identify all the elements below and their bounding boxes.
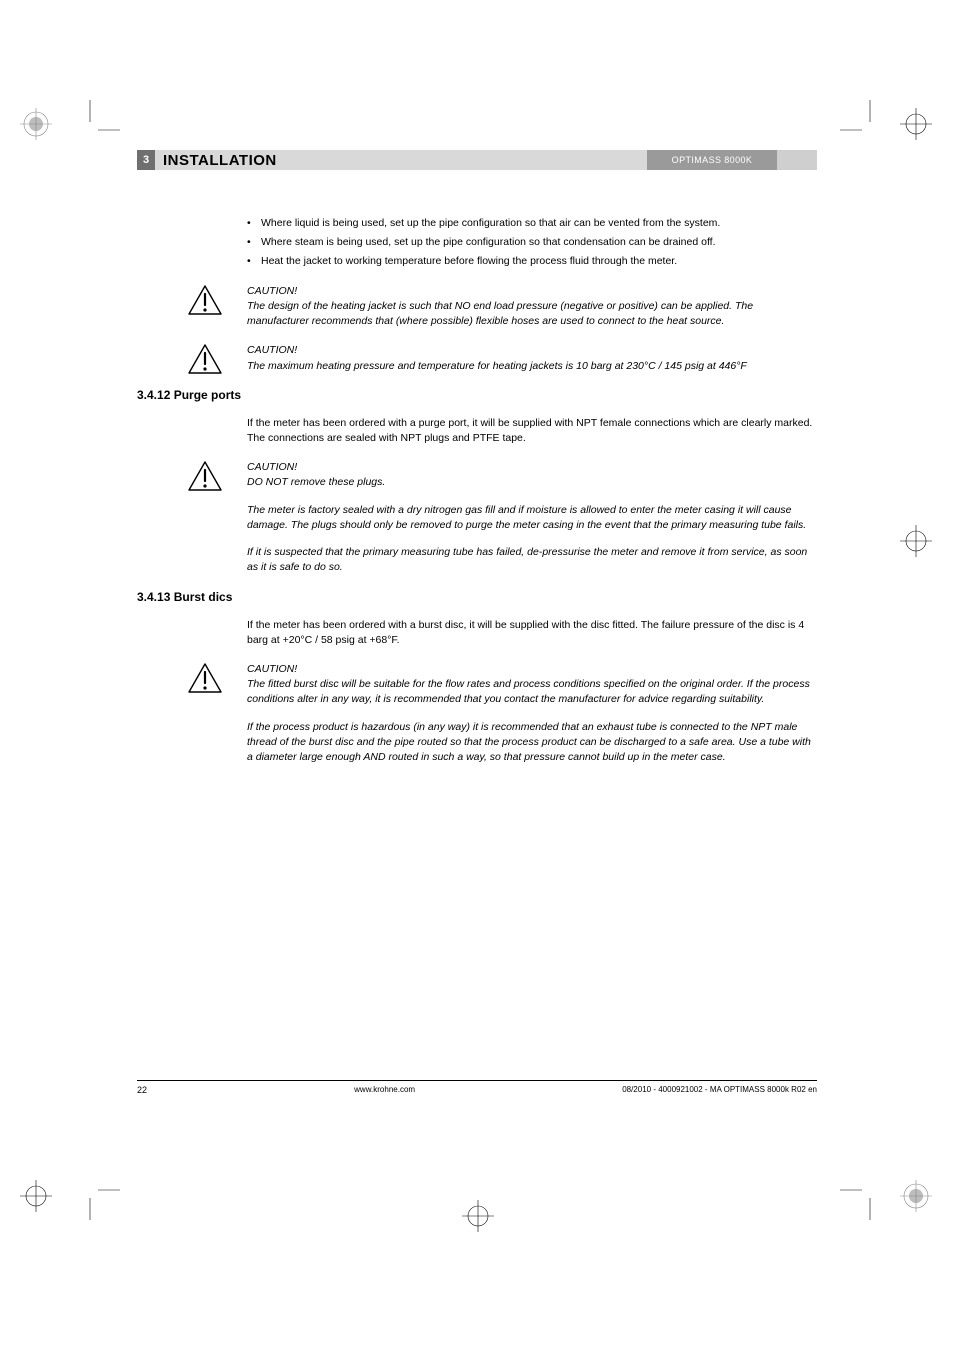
caution-heading: CAUTION! [247,460,817,475]
caution-icon [187,460,223,497]
page-footer: 22 www.krohne.com 08/2010 - 4000921002 -… [137,1080,817,1095]
body-paragraph: If the meter has been ordered with a bur… [247,618,817,648]
reg-target-bottom-left [20,1180,52,1217]
header-tail [777,150,817,170]
reg-target-top-right [900,108,932,145]
caution-block-4: CAUTION! The fitted burst disc will be s… [247,662,817,765]
bullet-item: Where liquid is being used, set up the p… [247,216,817,231]
crop-top-left [60,100,120,160]
footer-url: www.krohne.com [354,1085,415,1095]
caution-icon [187,284,223,321]
caution-text: The maximum heating pressure and tempera… [247,359,817,374]
body-paragraph: If the meter has been ordered with a pur… [247,416,817,446]
reg-target-mid-right [900,525,932,562]
caution-block-3: CAUTION! DO NOT remove these plugs. The … [247,460,817,575]
footer-docref: 08/2010 - 4000921002 - MA OPTIMASS 8000k… [622,1085,817,1095]
bullet-item: Where steam is being used, set up the pi… [247,235,817,250]
caution-text: If it is suspected that the primary meas… [247,545,817,575]
caution-icon [187,343,223,380]
caution-heading: CAUTION! [247,284,817,299]
subsection-heading: 3.4.12 Purge ports [137,388,817,402]
caution-text: If the process product is hazardous (in … [247,720,817,766]
caution-block-1: CAUTION! The design of the heating jacke… [247,284,817,330]
caution-icon [187,662,223,699]
page-content: 3 INSTALLATION OPTIMASS 8000K Where liqu… [137,150,817,779]
caution-heading: CAUTION! [247,662,817,677]
color-target-top-left [20,108,52,145]
caution-text: The fitted burst disc will be suitable f… [247,677,817,707]
bullet-item: Heat the jacket to working temperature b… [247,254,817,269]
bullet-list: Where liquid is being used, set up the p… [247,216,817,270]
caution-text: The meter is factory sealed with a dry n… [247,503,817,533]
caution-text: The design of the heating jacket is such… [247,299,817,329]
section-number: 3 [137,150,155,170]
crop-bottom-left [60,1160,120,1220]
page-number: 22 [137,1085,147,1095]
section-title: INSTALLATION [155,150,647,170]
section-header: 3 INSTALLATION OPTIMASS 8000K [137,150,817,170]
color-target-bottom-right [900,1180,932,1217]
caution-block-2: CAUTION! The maximum heating pressure an… [247,343,817,373]
caution-heading: CAUTION! [247,343,817,358]
subsection-heading: 3.4.13 Burst dics [137,590,817,604]
crop-bottom-right [840,1160,900,1220]
crop-top-right [840,100,900,160]
product-name: OPTIMASS 8000K [647,150,777,170]
reg-target-bottom-center [462,1200,494,1237]
caution-text: DO NOT remove these plugs. [247,475,817,490]
